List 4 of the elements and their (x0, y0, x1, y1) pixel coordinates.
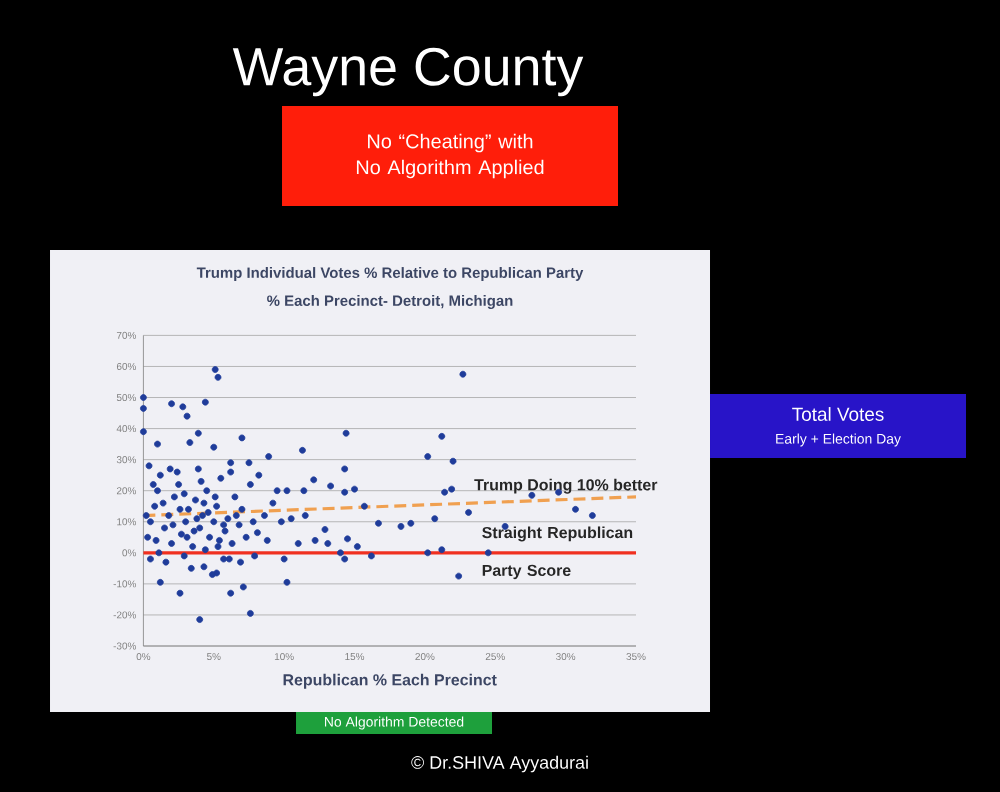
text: Total Votes (792, 407, 884, 421)
text: © Dr.SHIVA Ayyadurai (411, 755, 588, 773)
text: No “Cheating” with No Algorithm Applied (356, 133, 544, 179)
text: Wayne County (232, 47, 584, 97)
